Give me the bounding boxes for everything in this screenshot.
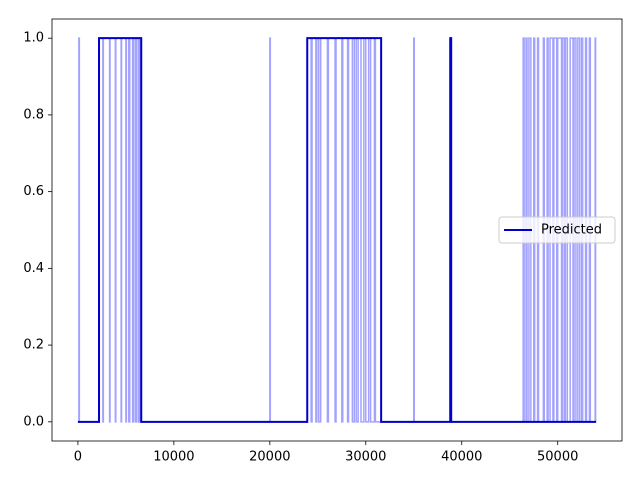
legend-label: Predicted	[541, 223, 602, 238]
y-tick-label: 0.0	[23, 414, 44, 429]
y-tick-label: 0.6	[23, 184, 44, 199]
y-tick-label: 0.2	[23, 338, 44, 353]
y-tick-label: 0.8	[23, 107, 44, 122]
y-tick-label: 0.4	[23, 261, 44, 276]
x-tick-label: 0	[74, 450, 82, 465]
x-tick-label: 40000	[441, 450, 482, 465]
series-line	[77, 37, 597, 423]
x-tick-label: 10000	[153, 450, 194, 465]
plot-frame	[51, 18, 623, 442]
y-tick-label: 1.0	[23, 31, 44, 46]
x-tick-label: 30000	[345, 450, 386, 465]
legend-box	[498, 216, 616, 244]
x-tick-label: 50000	[537, 450, 578, 465]
x-tick-label: 20000	[249, 450, 290, 465]
